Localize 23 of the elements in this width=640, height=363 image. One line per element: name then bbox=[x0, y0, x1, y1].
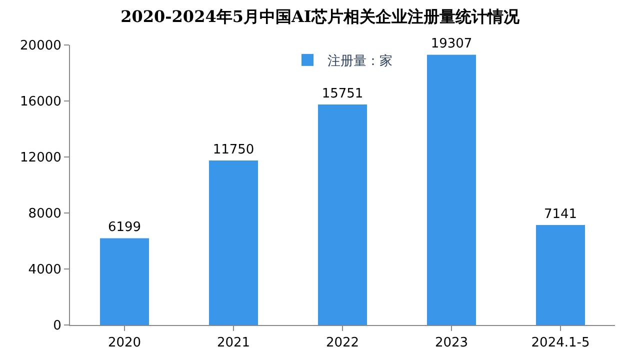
y-tick-label: 8000 bbox=[28, 206, 62, 222]
data-label: 19307 bbox=[430, 36, 472, 52]
bar bbox=[208, 160, 258, 325]
data-label: 15751 bbox=[322, 86, 364, 102]
bar bbox=[100, 238, 150, 325]
y-tick-label: 4000 bbox=[28, 262, 62, 278]
data-label: 6199 bbox=[108, 220, 142, 236]
data-label: 11750 bbox=[212, 142, 254, 158]
x-tick-label: 2023 bbox=[434, 336, 468, 351]
chart-title: 2020-2024年5月中国AI芯片相关企业注册量统计情况 bbox=[120, 7, 520, 26]
bar bbox=[318, 104, 368, 325]
y-tick-label: 16000 bbox=[20, 94, 62, 110]
x-tick-label: 2021 bbox=[216, 336, 250, 351]
legend-label: 注册量：家 bbox=[328, 53, 392, 70]
y-tick-label: 20000 bbox=[20, 38, 62, 54]
data-label: 7141 bbox=[544, 207, 578, 222]
x-tick-label: 2022 bbox=[326, 336, 360, 351]
bar bbox=[536, 225, 586, 325]
bar bbox=[426, 54, 476, 325]
x-tick-label: 2024.1-5 bbox=[531, 336, 590, 351]
y-tick-label: 0 bbox=[53, 318, 62, 334]
x-tick-label: 2020 bbox=[108, 336, 142, 351]
y-tick-label: 12000 bbox=[20, 150, 62, 166]
